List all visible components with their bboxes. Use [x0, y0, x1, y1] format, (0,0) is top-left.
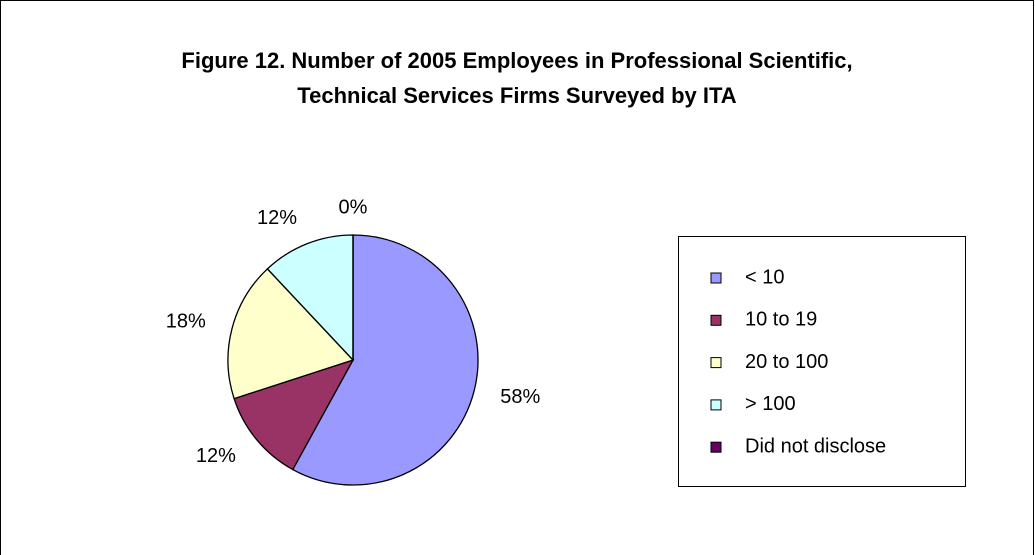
chart-title: Technical Services Firms Surveyed by ITA — [297, 83, 736, 108]
legend-swatch — [710, 441, 722, 453]
legend-swatch — [710, 272, 722, 284]
legend-label: 20 to 100 — [745, 351, 828, 373]
data-label: 58% — [500, 386, 540, 408]
chart-title: Figure 12. Number of 2005 Employees in P… — [181, 48, 852, 73]
legend-label: 10 to 19 — [745, 309, 817, 331]
pie-slice — [266, 234, 354, 362]
legend-label: < 10 — [745, 266, 784, 288]
pie-slice — [291, 234, 479, 486]
pie-slice — [227, 267, 355, 400]
legend-swatch — [710, 399, 722, 411]
legend-box — [678, 236, 966, 487]
data-label: 18% — [166, 310, 206, 332]
data-label: 12% — [257, 207, 297, 229]
pie-slice — [233, 358, 355, 471]
legend-swatch — [710, 357, 722, 369]
legend-label: Did not disclose — [745, 435, 886, 457]
legend-label: > 100 — [745, 393, 796, 415]
data-label: 12% — [196, 445, 236, 467]
legend-swatch — [710, 314, 722, 326]
data-label: 0% — [339, 196, 368, 218]
